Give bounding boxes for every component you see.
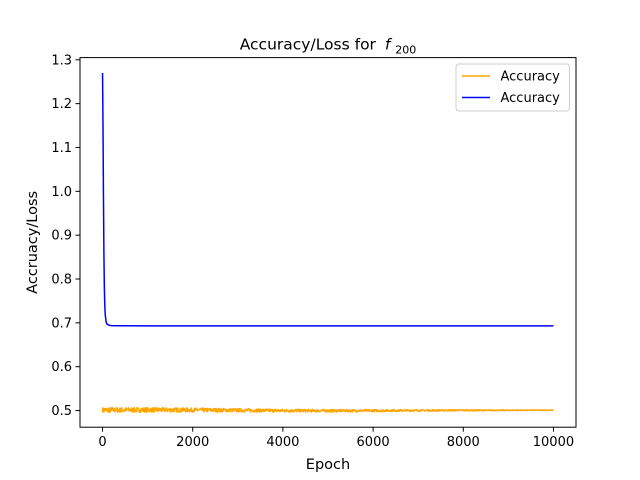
chart-title-subscript: 200: [395, 44, 416, 57]
y-tick-label: 0.7: [51, 316, 72, 331]
y-tick-label: 1.0: [51, 185, 72, 200]
chart-title: Accuracy/Loss for f 200: [240, 36, 417, 57]
y-tick-label: 0.6: [51, 360, 72, 375]
x-tick-label: 4000: [266, 435, 299, 450]
legend-label-orange: Accuracy: [501, 70, 561, 85]
x-tick-label: 0: [98, 435, 106, 450]
chart-title-text: Accuracy/Loss for: [240, 36, 377, 54]
y-tick-label: 0.8: [51, 273, 72, 288]
x-tick-label: 10000: [533, 435, 574, 450]
x-tick-label: 8000: [447, 435, 480, 450]
x-axis-title: Epoch: [306, 457, 350, 473]
y-tick-label: 1.3: [51, 53, 72, 68]
series-line-orange: [101, 406, 554, 414]
y-axis: 0.5 0.6 0.7 0.8 0.9 1.0 1.1 1.2 1.3: [51, 53, 80, 419]
plot-frame: [79, 57, 577, 428]
legend: Accuracy Accuracy: [455, 63, 570, 112]
chart-title-symbol: f: [385, 36, 393, 54]
y-axis-title: Accruacy/Loss: [25, 191, 41, 294]
y-tick-label: 0.9: [51, 229, 72, 244]
y-tick-label: 0.5: [51, 404, 72, 419]
plot-area: [79, 57, 577, 428]
series-line-blue: [101, 72, 554, 327]
x-tick-label: 6000: [357, 435, 390, 450]
y-tick-label: 1.1: [51, 141, 72, 156]
x-tick-label: 2000: [176, 435, 209, 450]
series-layer: [101, 72, 554, 414]
x-axis: 0 2000 4000 6000 8000 10000: [98, 427, 574, 450]
y-tick-label: 1.2: [51, 97, 72, 112]
legend-label-blue: Accuracy: [501, 91, 561, 106]
